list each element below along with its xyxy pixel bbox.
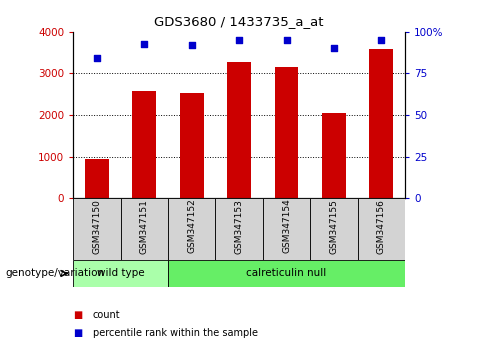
Text: GSM347154: GSM347154 bbox=[282, 199, 291, 253]
Bar bbox=[322, 113, 346, 198]
Text: count: count bbox=[93, 310, 121, 320]
Text: wild type: wild type bbox=[97, 268, 144, 279]
Bar bbox=[73, 260, 168, 287]
Bar bbox=[310, 198, 358, 260]
Bar bbox=[121, 198, 168, 260]
Bar bbox=[227, 62, 251, 198]
Text: GSM347152: GSM347152 bbox=[187, 199, 196, 253]
Bar bbox=[180, 93, 203, 198]
Point bbox=[141, 41, 148, 46]
Title: GDS3680 / 1433735_a_at: GDS3680 / 1433735_a_at bbox=[154, 15, 324, 28]
Point bbox=[93, 56, 101, 61]
Point bbox=[188, 42, 196, 48]
Text: GSM347150: GSM347150 bbox=[92, 199, 102, 253]
Text: ■: ■ bbox=[73, 328, 82, 338]
Text: GSM347153: GSM347153 bbox=[235, 199, 244, 253]
Text: GSM347151: GSM347151 bbox=[140, 199, 149, 253]
Point bbox=[235, 37, 243, 43]
Text: GSM347155: GSM347155 bbox=[329, 199, 339, 253]
Bar bbox=[132, 91, 156, 198]
Bar bbox=[168, 260, 405, 287]
Bar bbox=[215, 198, 263, 260]
Point bbox=[283, 37, 290, 43]
Text: ■: ■ bbox=[73, 310, 82, 320]
Bar bbox=[168, 198, 215, 260]
Text: percentile rank within the sample: percentile rank within the sample bbox=[93, 328, 258, 338]
Bar bbox=[358, 198, 405, 260]
Text: calreticulin null: calreticulin null bbox=[246, 268, 326, 279]
Text: genotype/variation: genotype/variation bbox=[5, 268, 104, 279]
Bar bbox=[85, 159, 109, 198]
Point bbox=[330, 46, 338, 51]
Bar bbox=[275, 67, 298, 198]
Bar bbox=[263, 198, 310, 260]
Bar bbox=[73, 198, 121, 260]
Bar bbox=[369, 49, 393, 198]
Text: GSM347156: GSM347156 bbox=[377, 199, 386, 253]
Point bbox=[377, 37, 385, 43]
